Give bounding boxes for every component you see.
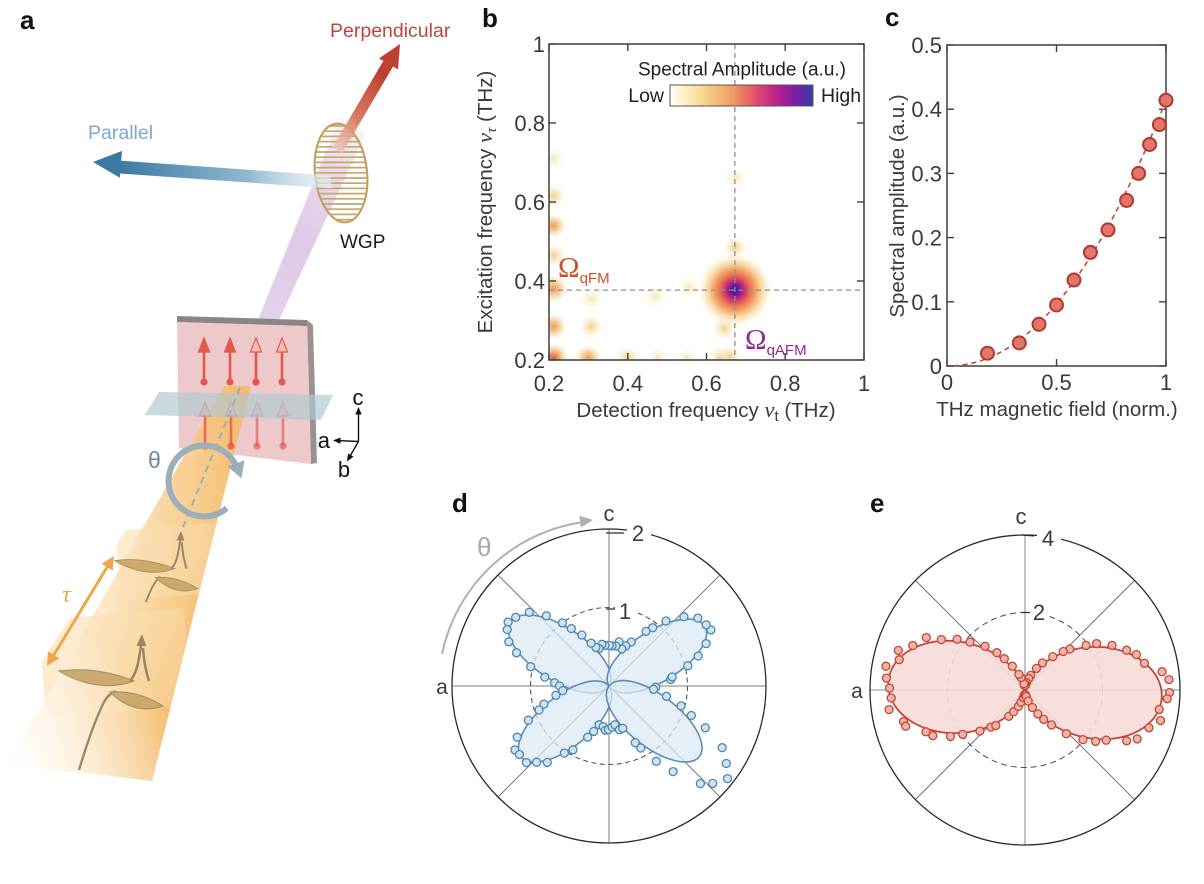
svg-text:Perpendicular: Perpendicular bbox=[330, 20, 451, 42]
svg-text:0.5: 0.5 bbox=[911, 33, 942, 58]
svg-text:0: 0 bbox=[930, 354, 942, 379]
svg-text:b: b bbox=[338, 457, 350, 482]
svg-text:0.4: 0.4 bbox=[911, 97, 942, 122]
svg-text:WGP: WGP bbox=[340, 232, 385, 253]
svg-text:a: a bbox=[851, 680, 863, 703]
svg-text:0.2: 0.2 bbox=[514, 348, 545, 373]
svg-text:d: d bbox=[452, 488, 468, 518]
svg-text:0.8: 0.8 bbox=[770, 371, 801, 396]
svg-text:0.6: 0.6 bbox=[514, 190, 545, 215]
svg-text:a: a bbox=[318, 428, 331, 453]
svg-text:Detection frequency νt (THz): Detection frequency νt (THz) bbox=[576, 397, 835, 425]
svg-text:c: c bbox=[1016, 504, 1027, 529]
svg-text:a: a bbox=[436, 676, 448, 699]
svg-text:0.8: 0.8 bbox=[514, 111, 545, 136]
svg-text:1: 1 bbox=[619, 599, 631, 624]
svg-text:θ: θ bbox=[477, 532, 491, 562]
svg-text:Spectral Amplitude (a.u.): Spectral Amplitude (a.u.) bbox=[638, 60, 846, 81]
svg-text:0.4: 0.4 bbox=[613, 371, 644, 396]
svg-text:Low: Low bbox=[628, 85, 665, 107]
svg-text:b: b bbox=[482, 3, 498, 33]
svg-text:THz magnetic field (norm.): THz magnetic field (norm.) bbox=[936, 398, 1178, 421]
svg-text:Excitation frequency ντ (THz): Excitation frequency ντ (THz) bbox=[472, 71, 500, 334]
svg-text:0.6: 0.6 bbox=[691, 371, 722, 396]
svg-text:θ: θ bbox=[148, 447, 161, 473]
svg-text:1: 1 bbox=[858, 371, 870, 396]
svg-text:0.2: 0.2 bbox=[911, 226, 942, 251]
svg-text:0.2: 0.2 bbox=[534, 371, 565, 396]
svg-text:0.5: 0.5 bbox=[1041, 370, 1072, 395]
svg-text:1: 1 bbox=[533, 32, 545, 57]
svg-text:2: 2 bbox=[1033, 600, 1045, 625]
svg-text:c: c bbox=[604, 501, 615, 526]
svg-text:High: High bbox=[821, 85, 861, 107]
svg-text:0: 0 bbox=[941, 370, 953, 395]
svg-text:e: e bbox=[870, 488, 884, 518]
svg-text:c: c bbox=[353, 385, 364, 410]
svg-text:0.1: 0.1 bbox=[911, 290, 942, 315]
svg-text:τ: τ bbox=[62, 582, 72, 608]
svg-text:2: 2 bbox=[632, 521, 644, 546]
svg-text:a: a bbox=[20, 5, 35, 35]
svg-text:Spectral amplitude (a.u.): Spectral amplitude (a.u.) bbox=[886, 94, 909, 317]
svg-text:4: 4 bbox=[1042, 526, 1054, 551]
svg-text:1: 1 bbox=[1160, 370, 1172, 395]
svg-text:c: c bbox=[885, 2, 899, 32]
svg-text:0.4: 0.4 bbox=[514, 269, 545, 294]
svg-text:Parallel: Parallel bbox=[88, 122, 153, 144]
svg-text:0.3: 0.3 bbox=[911, 161, 942, 186]
